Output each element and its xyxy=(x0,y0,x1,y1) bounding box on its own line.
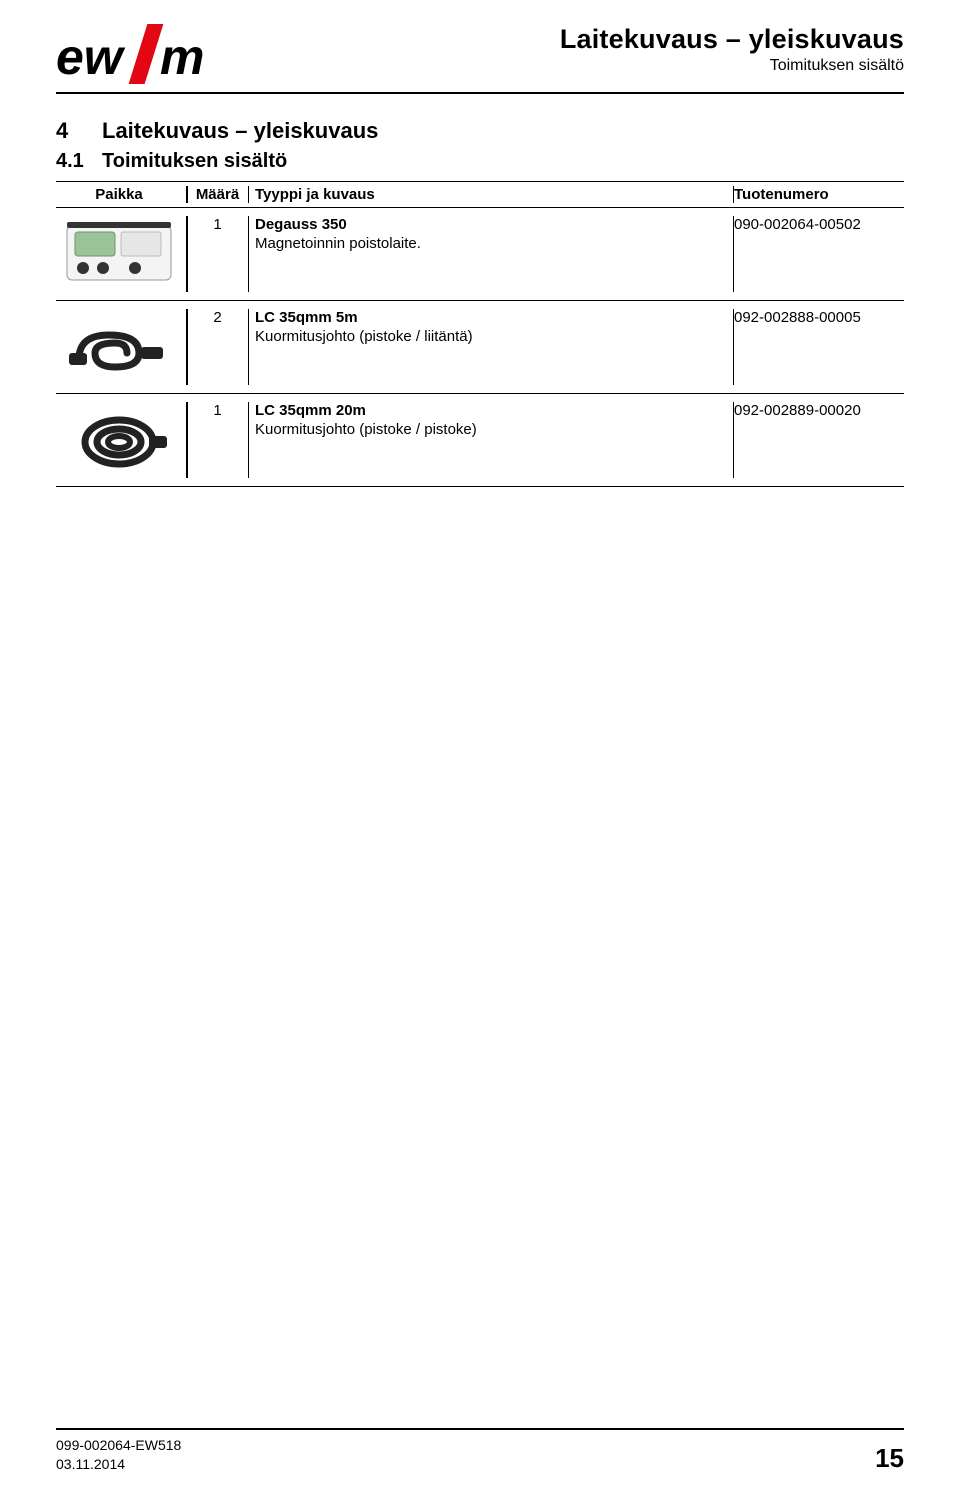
row-qty: 2 xyxy=(188,309,248,326)
row-product-desc: Kuormitusjohto (pistoke / pistoke) xyxy=(255,421,727,438)
brand-logo: ew m xyxy=(56,24,244,84)
table-header-location: Paikka xyxy=(56,186,186,203)
subsection-number: 4.1 xyxy=(56,150,102,173)
row-part-number: 092-002888-00005 xyxy=(734,309,904,326)
section-title: Laitekuvaus – yleiskuvaus xyxy=(102,118,378,144)
page-header-subtitle: Toimituksen sisältö xyxy=(560,57,904,75)
table-row: 1 LC 35qmm 20m Kuormitusjohto (pistoke /… xyxy=(56,394,904,487)
row-qty: 1 xyxy=(188,402,248,419)
row-part-number: 092-002889-00020 xyxy=(734,402,904,419)
row-product-desc: Kuormitusjohto (pistoke / liitäntä) xyxy=(255,328,727,345)
svg-text:ew: ew xyxy=(56,29,126,84)
header-rule xyxy=(56,92,904,94)
row-product-desc: Magnetoinnin poistolaite. xyxy=(255,235,727,252)
product-thumb-cable-5m xyxy=(61,309,177,385)
row-product-name: LC 35qmm 20m xyxy=(255,402,727,419)
delivery-contents-table: Paikka Määrä Tyyppi ja kuvaus Tuotenumer… xyxy=(56,181,904,487)
footer-page-number: 15 xyxy=(875,1443,904,1474)
table-header-row: Paikka Määrä Tyyppi ja kuvaus Tuotenumer… xyxy=(56,181,904,208)
row-product-name: Degauss 350 xyxy=(255,216,727,233)
table-header-partnumber: Tuotenumero xyxy=(734,186,904,203)
table-header-desc: Tyyppi ja kuvaus xyxy=(249,186,733,203)
footer-rule xyxy=(56,1428,904,1430)
row-product-name: LC 35qmm 5m xyxy=(255,309,727,326)
table-header-qty: Määrä xyxy=(188,186,248,203)
table-row: 2 LC 35qmm 5m Kuormitusjohto (pistoke / … xyxy=(56,301,904,394)
footer-date: 03.11.2014 xyxy=(56,1455,181,1474)
row-part-number: 090-002064-00502 xyxy=(734,216,904,233)
svg-text:m: m xyxy=(160,29,204,84)
product-thumb-degauss xyxy=(61,216,177,292)
footer-doc-id: 099-002064-EW518 xyxy=(56,1436,181,1455)
row-qty: 1 xyxy=(188,216,248,233)
table-row: 1 Degauss 350 Magnetoinnin poistolaite. … xyxy=(56,208,904,301)
subsection-title: Toimituksen sisältö xyxy=(102,150,287,173)
product-thumb-cable-20m xyxy=(61,402,177,478)
page-header-title: Laitekuvaus – yleiskuvaus xyxy=(560,24,904,55)
section-number: 4 xyxy=(56,118,102,144)
